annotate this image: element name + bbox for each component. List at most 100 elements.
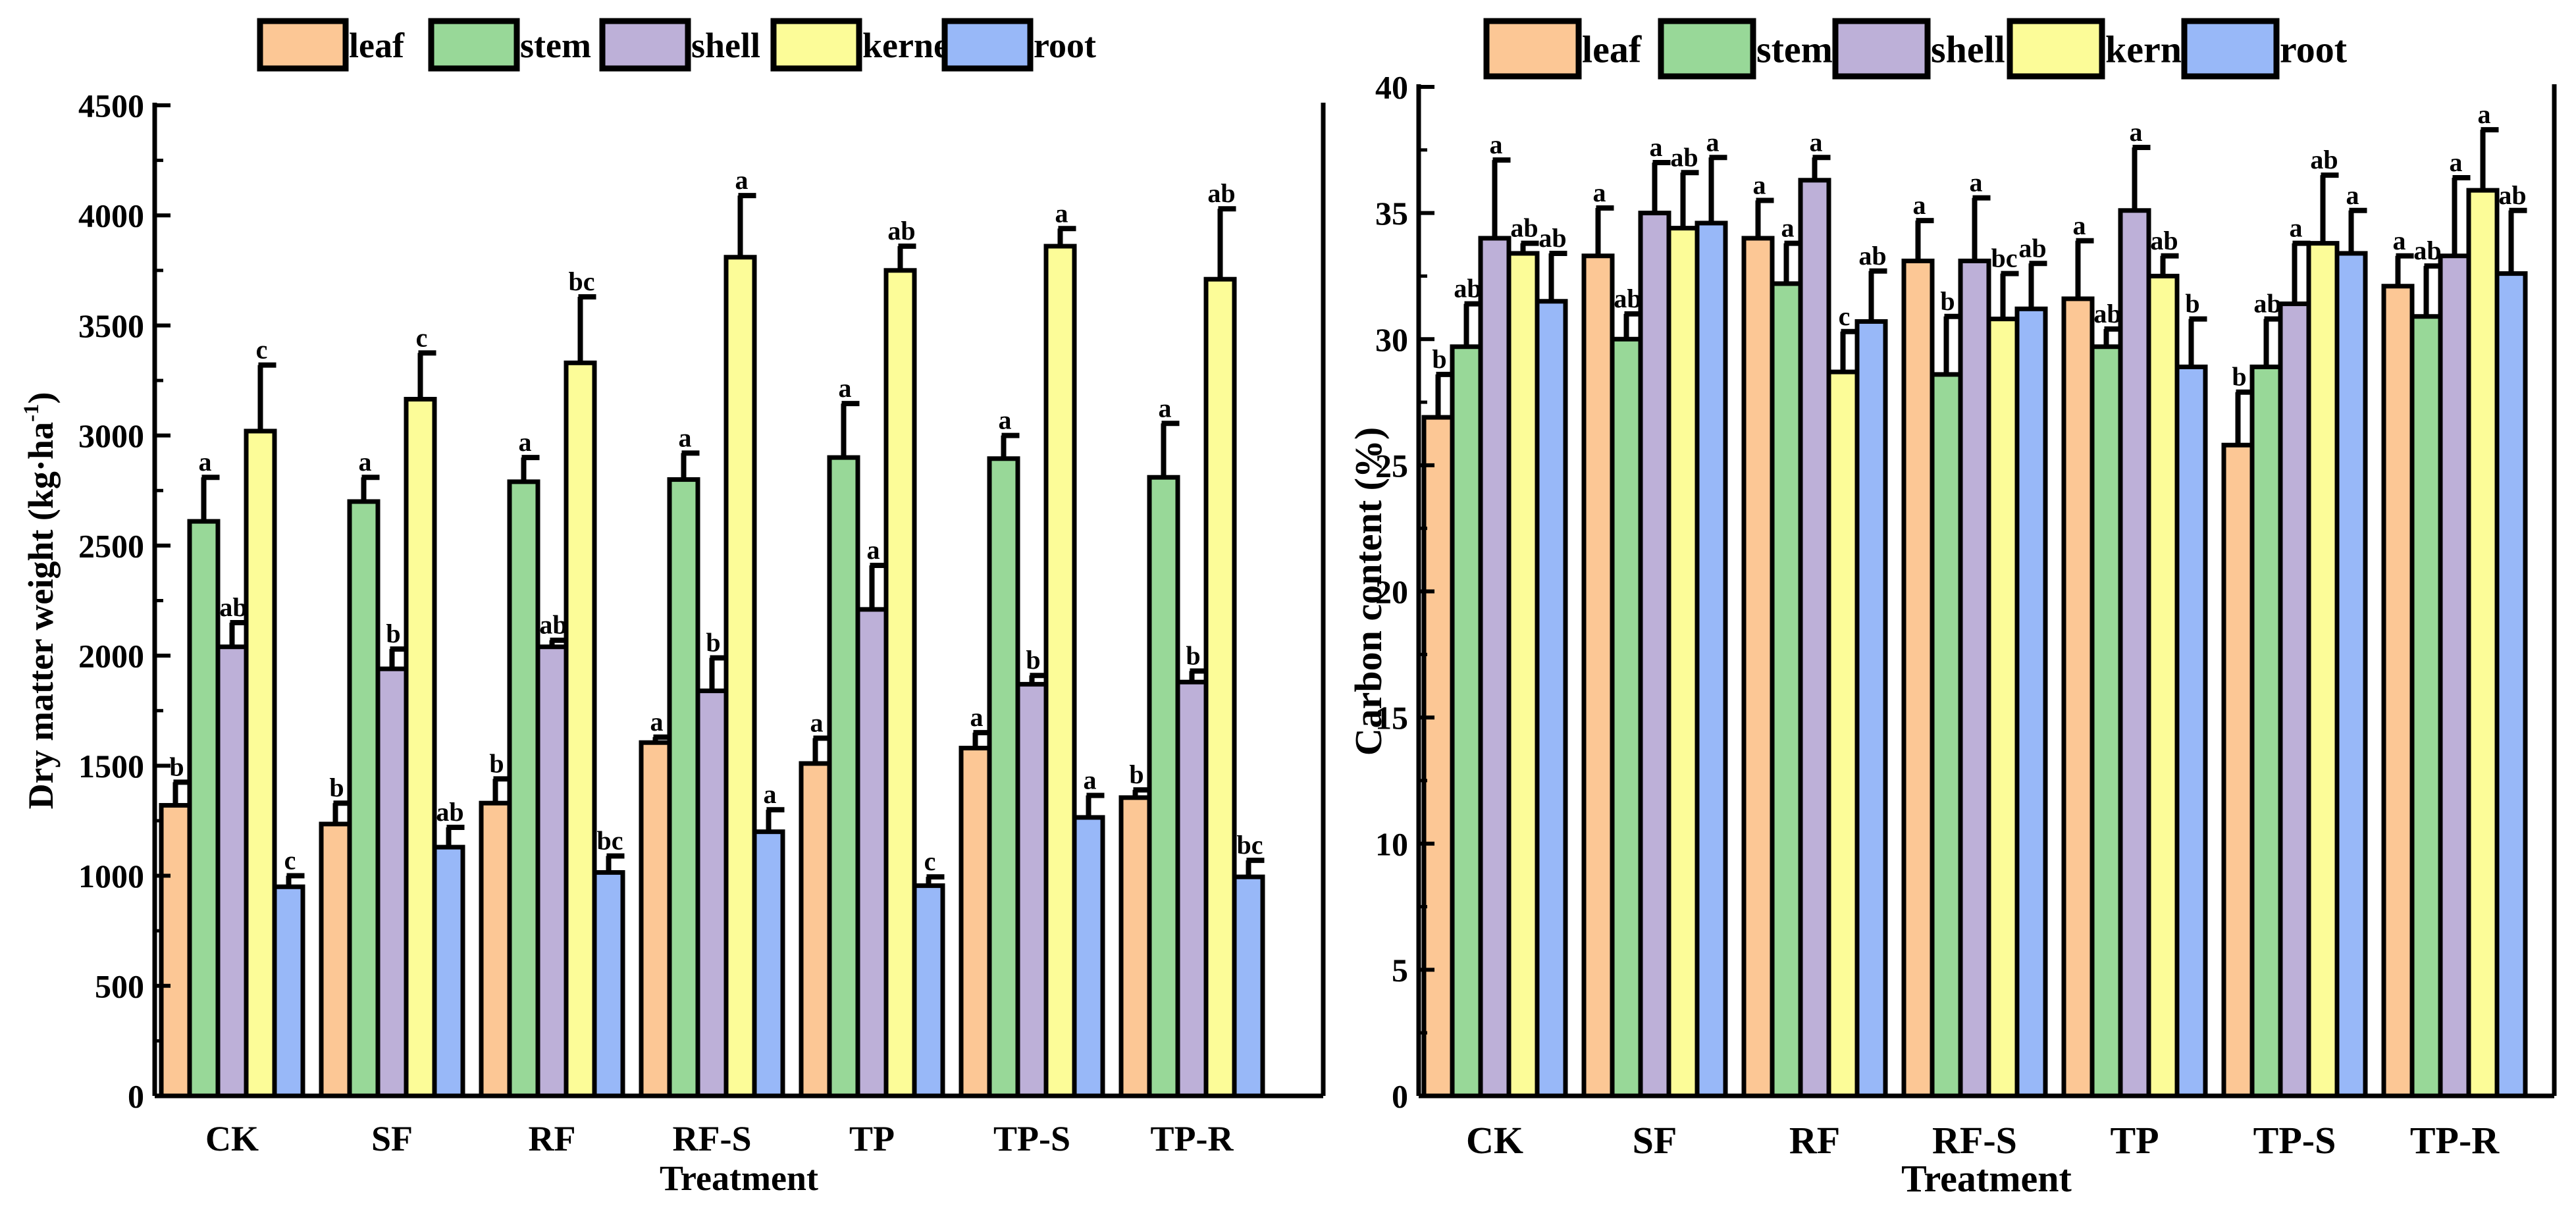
legend-label-root: root bbox=[2280, 28, 2348, 70]
bar-shell-TP-S bbox=[2278, 301, 2311, 1099]
bar-leaf-TP bbox=[2061, 296, 2095, 1099]
legend-swatch-kernel bbox=[770, 18, 862, 72]
bar-kernel-RF-S bbox=[723, 255, 757, 1099]
sig-letter-leaf-TP-S: a bbox=[970, 702, 984, 732]
sig-letter-root-CK: ab bbox=[1538, 223, 1566, 253]
bar-stem-RF-S bbox=[667, 477, 700, 1099]
bar-shell-SF bbox=[1638, 211, 1671, 1099]
y-tick-label-20: 20 bbox=[1375, 573, 1408, 610]
sig-letter-leaf-TP-R: b bbox=[1129, 760, 1143, 789]
bar-kernel-RF-S bbox=[1986, 317, 2020, 1099]
bar-kernel-RF bbox=[564, 360, 597, 1099]
y-axis-label: Dry matter weight (kg·ha-1) bbox=[20, 392, 61, 810]
category-label-RF-S: RF-S bbox=[673, 1119, 752, 1158]
sig-letter-leaf-RF-S: a bbox=[650, 707, 664, 737]
bar-leaf-TP bbox=[799, 761, 832, 1099]
sig-letter-leaf-RF-S: a bbox=[1913, 190, 1926, 220]
y-tick-label-4500: 4500 bbox=[78, 88, 144, 124]
bar-shell-TP-S bbox=[1015, 682, 1049, 1099]
bar-root-RF-S bbox=[752, 829, 785, 1099]
sig-letter-kernel-TP: ab bbox=[887, 216, 915, 246]
sig-letter-leaf-SF: a bbox=[1593, 178, 1606, 207]
bar-leaf-SF bbox=[1581, 253, 1615, 1099]
sig-letter-stem-RF-S: b bbox=[1940, 286, 1955, 316]
legend-swatch-stem bbox=[1658, 18, 1756, 80]
sig-letter-shell-RF: ab bbox=[539, 610, 567, 640]
legend-label-leaf: leaf bbox=[349, 26, 405, 65]
sig-letter-shell-TP: a bbox=[2130, 117, 2143, 147]
chart-panel-1: leaf stem shell kernel rootbaabccCKbabcabSFb… bbox=[20, 18, 1326, 1198]
y-axis-label-text: Carbon content (%) bbox=[1347, 427, 1390, 756]
sig-letter-leaf-RF: a bbox=[1753, 170, 1766, 199]
bar-leaf-SF bbox=[319, 821, 352, 1099]
legend-swatch-leaf bbox=[257, 18, 349, 72]
sig-letter-kernel-SF: c bbox=[416, 323, 428, 352]
sig-letter-root-TP-S: a bbox=[1084, 765, 1097, 794]
bar-kernel-TP-S bbox=[1043, 244, 1077, 1099]
bar-root-RF-S bbox=[2014, 306, 2048, 1099]
y-tick-label-1500: 1500 bbox=[78, 748, 144, 785]
sig-letter-shell-RF-S: b bbox=[706, 627, 720, 657]
sig-letter-leaf-SF: b bbox=[329, 773, 344, 802]
bar-leaf-RF bbox=[479, 800, 512, 1099]
bar-root-TP bbox=[912, 883, 945, 1099]
bar-root-TP-R bbox=[1232, 874, 1265, 1099]
bar-shell-CK bbox=[215, 644, 249, 1099]
sig-letter-leaf-TP-R: a bbox=[2393, 226, 2406, 255]
bar-root-TP-S bbox=[2334, 251, 2368, 1099]
legend-label-shell: shell bbox=[1931, 28, 2005, 70]
bar-leaf-RF-S bbox=[1901, 258, 1935, 1099]
sig-letter-kernel-RF-S: a bbox=[735, 165, 749, 195]
sig-letter-shell-TP-S: b bbox=[1026, 645, 1040, 675]
sig-letter-stem-CK: ab bbox=[1454, 274, 1481, 303]
bar-kernel-CK bbox=[244, 428, 277, 1099]
sig-letter-root-TP-R: bc bbox=[1237, 830, 1263, 860]
legend-label-root: root bbox=[1034, 26, 1096, 65]
bar-shell-CK bbox=[1478, 236, 1511, 1099]
bar-root-TP bbox=[2174, 364, 2208, 1099]
bar-kernel-TP-S bbox=[2306, 241, 2340, 1099]
y-axis-label-text: Dry matter weight (kg·ha bbox=[21, 422, 61, 809]
bar-shell-TP-R bbox=[2438, 253, 2471, 1099]
bar-leaf-TP-S bbox=[2221, 442, 2255, 1099]
sig-letter-root-SF: ab bbox=[436, 797, 463, 827]
bar-root-CK bbox=[272, 884, 305, 1099]
sig-letter-root-RF: bc bbox=[597, 825, 623, 855]
sig-letter-stem-TP: a bbox=[839, 373, 852, 403]
bar-shell-RF-S bbox=[695, 688, 729, 1099]
sig-letter-kernel-TP-R: ab bbox=[1207, 178, 1235, 208]
legend-swatch-shell bbox=[599, 18, 691, 72]
sig-letter-leaf-TP-S: b bbox=[2232, 362, 2246, 392]
category-label-CK: CK bbox=[1466, 1119, 1523, 1162]
bar-root-SF bbox=[1695, 220, 1728, 1099]
y-tick-label-0: 0 bbox=[128, 1078, 144, 1115]
sig-letter-stem-RF: a bbox=[1781, 213, 1795, 243]
y-tick-label-0: 0 bbox=[1392, 1078, 1408, 1115]
y-tick-label-4000: 4000 bbox=[78, 197, 144, 234]
category-label-TP-R: TP-R bbox=[1151, 1119, 1234, 1158]
sig-letter-shell-CK: a bbox=[1490, 130, 1503, 159]
sig-letter-leaf-TP: a bbox=[2073, 211, 2086, 240]
bar-stem-TP bbox=[827, 455, 860, 1099]
bar-stem-CK bbox=[1450, 344, 1483, 1099]
sig-letter-shell-SF: b bbox=[386, 619, 400, 648]
sig-letter-kernel-CK: c bbox=[256, 335, 268, 365]
sig-letter-root-SF: a bbox=[1706, 127, 1720, 157]
category-label-RF: RF bbox=[1789, 1119, 1840, 1162]
x-axis-label: Treatment bbox=[1901, 1157, 2072, 1200]
bar-leaf-RF-S bbox=[639, 740, 672, 1099]
sig-letter-root-TP: b bbox=[2185, 289, 2199, 319]
sig-letter-leaf-RF: b bbox=[489, 748, 504, 778]
x-axis-label: Treatment bbox=[660, 1158, 818, 1198]
sig-letter-stem-TP: ab bbox=[2093, 299, 2121, 328]
bar-leaf-RF bbox=[1741, 236, 1775, 1099]
y-axis-label-close: ) bbox=[21, 392, 61, 404]
bar-leaf-TP-R bbox=[1118, 795, 1152, 1099]
sig-letter-root-TP-R: ab bbox=[2498, 180, 2526, 210]
sig-letter-shell-SF: a bbox=[1650, 132, 1663, 162]
sig-letter-stem-TP-S: a bbox=[999, 405, 1012, 435]
bar-kernel-TP-R bbox=[2466, 188, 2500, 1099]
sig-letter-kernel-CK: ab bbox=[1510, 213, 1538, 243]
